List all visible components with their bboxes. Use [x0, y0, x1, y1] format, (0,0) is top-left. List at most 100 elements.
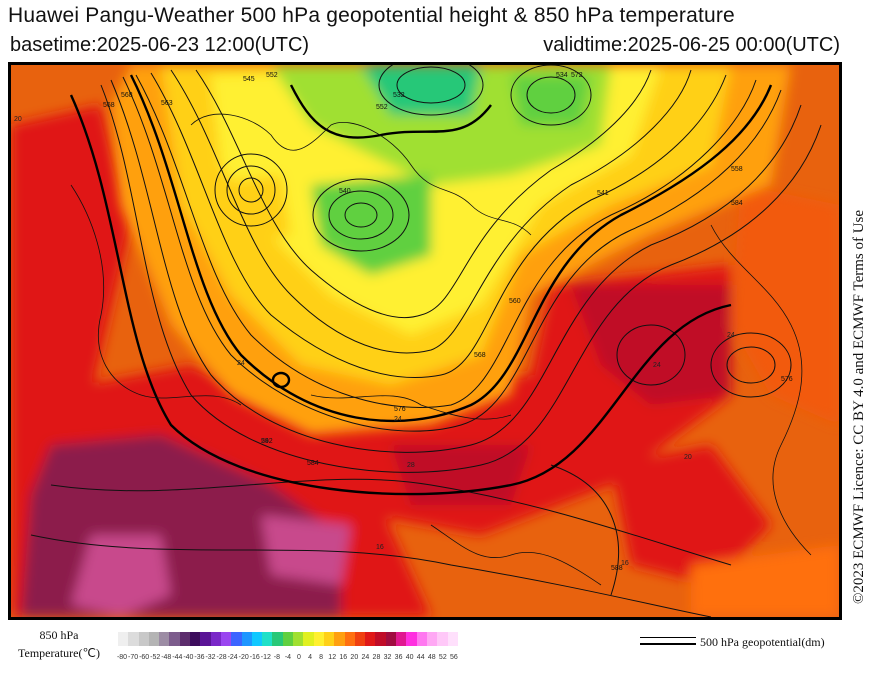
colorbar-tick-label: -4 [284, 654, 292, 661]
contour-label: 572 [571, 72, 583, 79]
colorbar-swatch [354, 632, 366, 646]
contour-label: 560 [509, 298, 521, 305]
contour-labels: 545 552 563 568 568 572 552 532 534 540 … [103, 72, 793, 572]
colorbar-swatch [128, 632, 139, 646]
geopotential-legend-label: 500 hPa geopotential(dm) [700, 635, 825, 649]
temperature-legend-title: 850 hPa [39, 628, 79, 642]
geopotential-legend-thin-line [640, 637, 696, 638]
colorbar-tick-label: 40 [405, 654, 414, 661]
temperature-colorbar [118, 632, 458, 646]
contour-line-thick [129, 74, 773, 423]
colorbar-tick-label: 8 [319, 654, 324, 661]
colorbar-tick-label: 52 [438, 654, 447, 661]
colorbar-swatch [282, 632, 294, 646]
colorbar-tick-label: -32 [205, 654, 216, 661]
temperature-patch-south [691, 545, 839, 617]
temperature-label: 24 [237, 360, 245, 367]
temperature-patch-peak [71, 535, 171, 617]
temperature-band-cool-low [311, 175, 431, 275]
temperature-labels: 28 24 24 20 24 20 16 24 16 24 [14, 116, 735, 567]
temperature-label: 16 [376, 544, 384, 551]
colorbar-tick-label: -12 [260, 654, 271, 661]
colorbar-swatch [365, 632, 376, 646]
colorbar-swatch [426, 632, 438, 646]
temperature-label: 24 [653, 362, 661, 369]
low-center-contour [710, 332, 792, 398]
temperature-patch-west [11, 105, 131, 445]
colorbar-swatch [231, 632, 242, 646]
low-center-contour [396, 66, 466, 104]
colorbar-tick-label: 32 [383, 654, 392, 661]
temperature-patch-heat-core-2 [391, 445, 531, 505]
colorbar-tick-label: -44 [172, 654, 183, 661]
colorbar-swatch [200, 632, 211, 646]
contour-line [122, 76, 782, 432]
contour-line [195, 69, 652, 319]
contour-label: 563 [161, 100, 173, 107]
colorbar-tick-label: -24 [227, 654, 238, 661]
colorbar-swatch [334, 632, 345, 646]
low-center-contour [328, 190, 394, 240]
map-canvas: 545 552 563 568 568 572 552 532 534 540 … [11, 65, 839, 617]
cutoff-low-contour [271, 371, 291, 389]
temperature-band-cold-core [361, 65, 481, 115]
colorbar-tick-label: 36 [394, 654, 403, 661]
colorbar-tick-label: -8 [273, 654, 280, 661]
low-center-contour [344, 202, 378, 228]
colorbar-tick-label: -48 [161, 654, 172, 661]
contour-label: 545 [243, 76, 255, 83]
colorbar-swatch [385, 632, 397, 646]
contour-label: 568 [121, 92, 133, 99]
coastline [310, 394, 512, 420]
colorbar-swatch [251, 632, 263, 646]
colorbar-swatch [262, 632, 273, 646]
colorbar-swatch [190, 632, 201, 646]
colorbar-swatch [375, 632, 386, 646]
contour-label: 534 [556, 72, 568, 79]
colorbar-swatch [406, 632, 417, 646]
contour-label: 584 [731, 200, 743, 207]
contour-line-thick [69, 94, 732, 496]
colorbar-swatch [210, 632, 221, 646]
validtime-label: validtime:2025-06-25 00:00(UTC) [543, 34, 840, 56]
colorbar-tick-label: 0 [297, 654, 301, 661]
temperature-label: 16 [621, 560, 629, 567]
contour-label: 532 [393, 92, 405, 99]
temperature-patch-southeast [611, 445, 771, 585]
contour-line [110, 79, 802, 453]
low-center-contour [526, 76, 576, 114]
temperature-patch-heat-core [571, 285, 731, 405]
colorbar-tick-label: 20 [350, 654, 359, 661]
contour-label: 576 [781, 376, 793, 383]
colorbar-swatch [416, 632, 427, 646]
low-center-contour [378, 65, 484, 116]
colorbar-tick-label: 44 [416, 654, 425, 661]
colorbar-tick-label: 12 [328, 654, 337, 661]
colorbar-tick-label: -28 [216, 654, 227, 661]
colorbar-swatch [148, 632, 160, 646]
contour-label: 568 [474, 352, 486, 359]
low-center-contour [214, 153, 288, 227]
contour-line [550, 464, 619, 596]
coastline [710, 224, 812, 556]
contour-label: 588 [611, 565, 623, 572]
temperature-band-cold-core-2 [511, 75, 591, 125]
colorbar-tick-label: -40 [183, 654, 194, 661]
temperature-patch-east [731, 185, 839, 425]
colorbar-swatch [344, 632, 355, 646]
colorbar-tick-label: 4 [308, 654, 313, 661]
colorbar-swatch [323, 632, 335, 646]
contour-line [170, 69, 692, 354]
temperature-label: 24 [261, 438, 269, 445]
contour-line [100, 84, 822, 473]
high-center-contour [616, 324, 686, 386]
contour-label: 552 [266, 72, 278, 79]
copyright-credit: ©2023 ECMWF Licence: CC BY 4.0 and ECMWF… [851, 209, 867, 604]
colorbar-swatch [220, 632, 232, 646]
temperature-label: 20 [684, 454, 692, 461]
colorbar-swatch [272, 632, 283, 646]
colorbar-swatch [138, 632, 149, 646]
colorbar-swatch [437, 632, 448, 646]
low-center-contour [312, 178, 410, 252]
geopotential-legend-thick-line [640, 643, 696, 645]
